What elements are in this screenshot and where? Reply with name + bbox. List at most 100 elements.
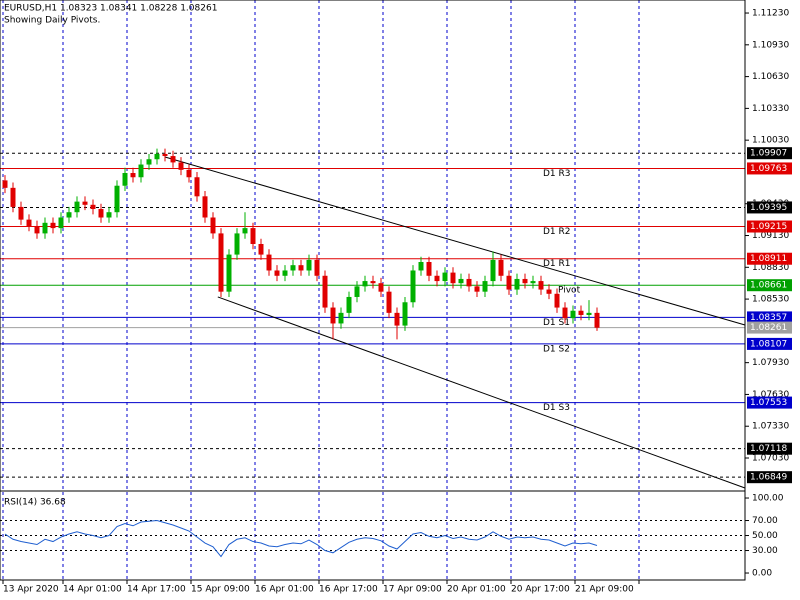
- candle-body: [82, 201, 88, 205]
- candle-body: [242, 228, 248, 234]
- indicator-title: RSI(14) 36.68: [4, 498, 66, 508]
- x-tick-label: 20 Apr 01:00: [447, 585, 506, 595]
- candle-body: [522, 278, 528, 284]
- x-tick-label: 16 Apr 17:00: [319, 585, 378, 595]
- y-tick-label: 50.00: [752, 531, 778, 541]
- candle-body: [506, 275, 512, 290]
- price-box: [747, 201, 792, 214]
- candle-body: [578, 310, 584, 315]
- candle-body: [410, 270, 416, 303]
- candle-body: [106, 212, 112, 218]
- candle-body: [530, 281, 536, 284]
- price-box-label: 1.07553: [750, 398, 787, 408]
- candle-body: [58, 217, 64, 229]
- candle-body: [362, 281, 368, 287]
- candle-body: [178, 162, 184, 170]
- candle-body: [194, 177, 200, 197]
- price-box: [747, 311, 792, 324]
- candle-body: [418, 262, 424, 271]
- candle-body: [402, 302, 408, 326]
- candle-body: [122, 173, 128, 186]
- candle-body: [154, 153, 160, 160]
- y-tick-label: 1.07930: [752, 358, 789, 368]
- candle-body: [482, 281, 488, 292]
- candle-body: [202, 196, 208, 218]
- y-tick-label: 70.00: [752, 516, 778, 526]
- y-tick-label: 1.10330: [752, 104, 789, 114]
- y-tick-label: 100.00: [752, 494, 784, 504]
- price-box: [747, 321, 792, 334]
- rsi-line: [4, 520, 598, 558]
- price-box: [747, 442, 792, 455]
- candle-body: [2, 180, 8, 188]
- candle-body: [474, 286, 480, 292]
- x-tick-label: 17 Apr 09:00: [383, 585, 442, 595]
- price-box: [747, 471, 792, 484]
- candle-body: [74, 201, 80, 213]
- candle-body: [66, 212, 72, 218]
- candle-body: [338, 312, 344, 324]
- level-label: Pivot: [558, 286, 581, 296]
- candle-body: [514, 278, 520, 290]
- y-tick-label: 1.10630: [752, 72, 789, 82]
- y-tick-label: 1.11230: [752, 9, 789, 19]
- level-label: D1 S3: [543, 403, 570, 413]
- price-box: [747, 252, 792, 265]
- candle-body: [466, 278, 472, 287]
- price-box: [747, 162, 792, 175]
- y-tick-label: 1.08830: [752, 263, 789, 273]
- candle-body: [458, 278, 464, 284]
- candle-body: [330, 307, 336, 324]
- level-label: D1 S2: [543, 344, 570, 354]
- candle-body: [98, 209, 104, 218]
- candle-body: [546, 289, 552, 294]
- candle-body: [490, 259, 496, 282]
- x-tick-label: 16 Apr 01:00: [255, 585, 314, 595]
- candle-body: [162, 153, 168, 157]
- x-tick-label: 21 Apr 09:00: [575, 585, 634, 595]
- price-box-label: 1.06849: [750, 473, 787, 483]
- price-box-label: 1.08107: [750, 339, 787, 349]
- candle-body: [234, 233, 240, 255]
- level-label: D1 R3: [543, 169, 571, 179]
- candle-body: [290, 265, 296, 271]
- candle-body: [210, 217, 216, 234]
- candle-body: [50, 222, 56, 229]
- price-box: [747, 220, 792, 233]
- candle-body: [306, 259, 312, 271]
- candle-body: [258, 243, 264, 255]
- candle-body: [282, 270, 288, 276]
- price-box-label: 1.09215: [750, 222, 787, 232]
- candle-body: [426, 262, 432, 276]
- candle-body: [370, 281, 376, 284]
- y-tick-label: 1.10030: [752, 136, 789, 146]
- price-box-label: 1.09763: [750, 164, 787, 174]
- candle-body: [130, 173, 136, 178]
- y-tick-label: 0.00: [752, 569, 772, 579]
- candle-body: [538, 281, 544, 290]
- price-box-label: 1.07118: [750, 444, 787, 454]
- candle-body: [186, 169, 192, 178]
- candle-body: [554, 293, 560, 308]
- price-box-label: 1.08261: [750, 323, 787, 333]
- candle-body: [10, 187, 16, 207]
- price-box: [747, 396, 792, 409]
- candle-body: [442, 272, 448, 282]
- candle-body: [394, 312, 400, 326]
- y-tick-label: 1.07030: [752, 454, 789, 464]
- candle-body: [434, 275, 440, 282]
- candle-body: [354, 286, 360, 297]
- indicator-note: Showing Daily Pivots.: [4, 16, 100, 26]
- candle-body: [42, 222, 48, 234]
- x-tick-label: 14 Apr 01:00: [63, 585, 122, 595]
- price-box: [747, 147, 792, 160]
- level-label: D1 R1: [543, 259, 571, 269]
- candle-body: [114, 185, 120, 213]
- candle-body: [450, 272, 456, 284]
- candle-body: [218, 233, 224, 292]
- y-tick-label: 1.08530: [752, 295, 789, 305]
- candle-body: [34, 225, 40, 234]
- y-tick-label: 1.09130: [752, 231, 789, 241]
